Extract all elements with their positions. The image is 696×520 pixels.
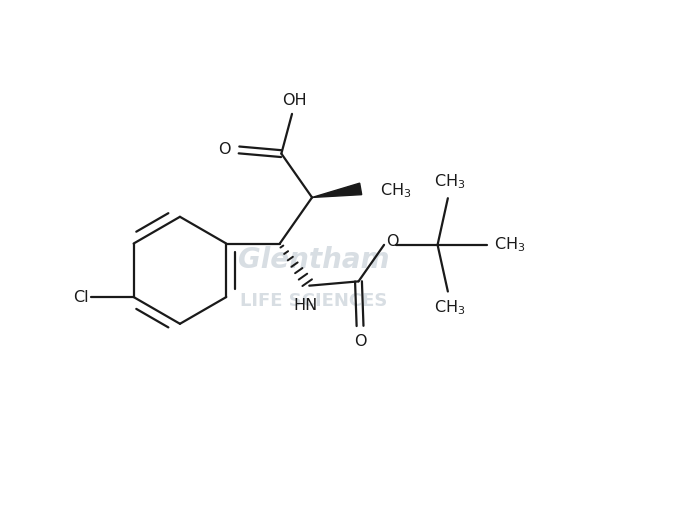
Text: Cl: Cl <box>72 290 88 305</box>
Text: HN: HN <box>294 298 318 313</box>
Text: O: O <box>219 142 231 158</box>
Text: CH$_3$: CH$_3$ <box>380 181 411 200</box>
Polygon shape <box>312 183 362 198</box>
Text: CH$_3$: CH$_3$ <box>434 298 466 317</box>
Text: O: O <box>354 334 366 349</box>
Text: Glentham: Glentham <box>238 246 390 274</box>
Text: O: O <box>386 234 399 249</box>
Text: OH: OH <box>282 94 306 108</box>
Text: LIFE SCIENCES: LIFE SCIENCES <box>240 292 388 310</box>
Text: CH$_3$: CH$_3$ <box>493 236 525 254</box>
Text: CH$_3$: CH$_3$ <box>434 173 466 191</box>
